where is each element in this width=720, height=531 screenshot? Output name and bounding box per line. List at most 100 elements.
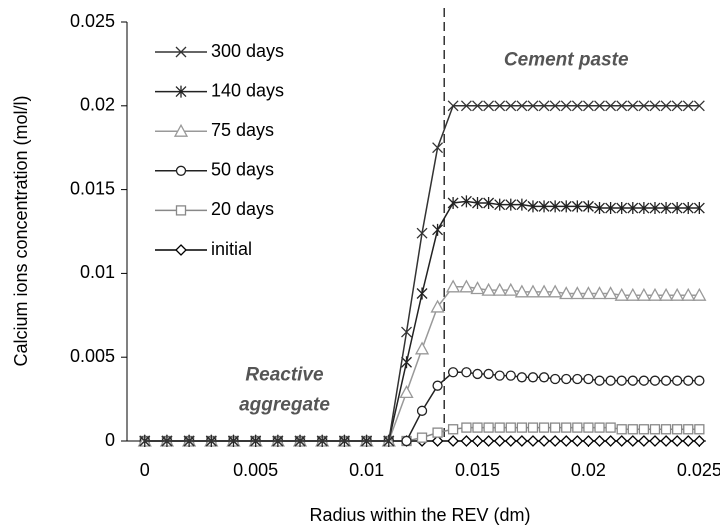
marker: [672, 424, 683, 435]
marker: [447, 367, 459, 378]
x-axis-label: Radius within the REV (dm): [309, 505, 530, 525]
marker: [538, 435, 550, 447]
marker: [316, 435, 328, 447]
marker: [432, 427, 443, 438]
annotation: Reactive: [245, 365, 324, 386]
marker: [460, 195, 472, 208]
marker: [549, 100, 561, 112]
marker: [638, 424, 650, 435]
marker: [401, 326, 412, 338]
marker: [472, 197, 483, 210]
marker: [694, 375, 705, 386]
marker: [692, 287, 707, 301]
marker: [401, 356, 412, 369]
marker: [401, 435, 412, 447]
marker: [682, 100, 694, 112]
marker: [482, 435, 495, 447]
marker: [660, 100, 672, 112]
marker: [515, 435, 528, 447]
legend-label: 140 days: [211, 80, 284, 100]
marker: [516, 372, 528, 383]
marker: [649, 100, 661, 112]
marker: [447, 424, 459, 435]
marker: [383, 435, 395, 447]
marker: [660, 435, 672, 447]
marker: [538, 372, 550, 383]
marker: [447, 197, 459, 210]
marker: [525, 284, 541, 298]
marker: [594, 422, 605, 433]
marker: [559, 286, 574, 300]
y-tick-label: 0.015: [70, 178, 115, 198]
marker: [416, 287, 428, 300]
marker: [549, 200, 561, 213]
marker: [472, 368, 483, 380]
legend-label: 300 days: [211, 41, 284, 61]
marker: [494, 370, 505, 381]
marker: [548, 284, 563, 298]
marker: [538, 422, 550, 433]
marker: [483, 422, 494, 433]
marker: [693, 202, 705, 215]
marker: [649, 202, 661, 215]
legend-label: 20 days: [211, 199, 274, 219]
marker: [461, 367, 472, 378]
marker: [626, 435, 639, 447]
marker: [561, 373, 572, 385]
marker: [294, 435, 306, 447]
marker: [570, 286, 585, 300]
marker: [460, 435, 473, 447]
marker: [572, 373, 583, 385]
marker: [516, 100, 528, 112]
marker: [672, 375, 683, 386]
marker: [583, 373, 594, 385]
marker: [671, 100, 683, 112]
marker: [472, 422, 483, 433]
series-line: [144, 286, 700, 442]
x-tick-label: 0.005: [233, 460, 278, 480]
marker: [272, 435, 284, 447]
marker: [470, 281, 485, 295]
marker: [459, 279, 474, 293]
marker: [693, 100, 705, 112]
marker: [560, 100, 572, 112]
legend-label: 75 days: [211, 120, 274, 140]
marker: [649, 375, 661, 386]
marker: [527, 200, 539, 213]
marker: [605, 375, 616, 386]
marker: [560, 435, 573, 447]
series-line: [144, 105, 700, 442]
x-tick-label: 0.01: [349, 460, 384, 480]
marker: [432, 223, 444, 236]
marker: [494, 198, 506, 211]
marker: [615, 435, 628, 447]
marker: [681, 287, 696, 301]
x-tick-label: 0.02: [571, 460, 606, 480]
marker: [175, 46, 187, 58]
marker: [527, 422, 539, 433]
marker: [505, 198, 517, 211]
marker: [446, 279, 461, 293]
marker: [483, 197, 495, 210]
marker: [514, 284, 529, 298]
x-tick-label: 0.015: [455, 460, 500, 480]
marker: [516, 198, 528, 211]
marker: [616, 100, 628, 112]
marker: [605, 422, 616, 433]
marker: [161, 435, 173, 447]
marker: [549, 373, 561, 385]
marker: [516, 422, 528, 433]
marker: [694, 424, 705, 435]
marker: [505, 370, 516, 381]
marker: [560, 200, 572, 213]
marker: [471, 435, 484, 447]
marker: [637, 435, 650, 447]
marker: [693, 435, 706, 447]
marker: [582, 200, 594, 213]
marker: [173, 123, 189, 137]
marker: [432, 142, 444, 154]
marker: [604, 435, 617, 447]
marker: [416, 405, 428, 416]
marker: [683, 424, 694, 435]
marker: [649, 435, 661, 447]
